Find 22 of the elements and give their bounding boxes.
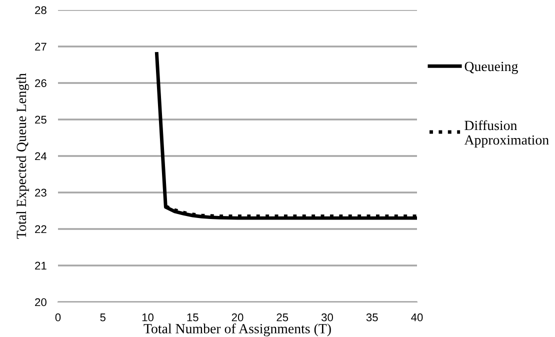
legend-label: Diffusion Approximation	[464, 120, 549, 148]
y-tick-label: 26	[35, 79, 46, 88]
y-tick-label: 24	[35, 152, 47, 160]
y-tick-label: 27	[35, 42, 46, 51]
legend-label: Queueing	[464, 62, 518, 74]
x-tick-label: 15	[187, 314, 198, 322]
y-tick-label: 22	[35, 225, 46, 234]
y-tick-label: 23	[35, 188, 46, 197]
x-tick-label: 0	[55, 313, 61, 322]
y-tick-label: 28	[35, 6, 46, 14]
x-axis-title: Total Number of Assignments (T)	[144, 323, 331, 336]
y-tick-label: 21	[35, 262, 46, 270]
x-tick-label: 20	[232, 313, 244, 322]
x-tick-label: 10	[142, 313, 154, 322]
y-tick-label: 25	[35, 116, 46, 124]
x-tick-label: 30	[321, 313, 333, 322]
y-tick-label: 20	[35, 298, 46, 306]
x-tick-label: 25	[276, 313, 288, 322]
x-tick-label: 40	[411, 313, 423, 322]
x-tick-label: 5	[100, 314, 106, 322]
x-tick-label: 35	[366, 313, 378, 322]
y-axis-title: Total Expected Queue Length	[16, 73, 29, 239]
